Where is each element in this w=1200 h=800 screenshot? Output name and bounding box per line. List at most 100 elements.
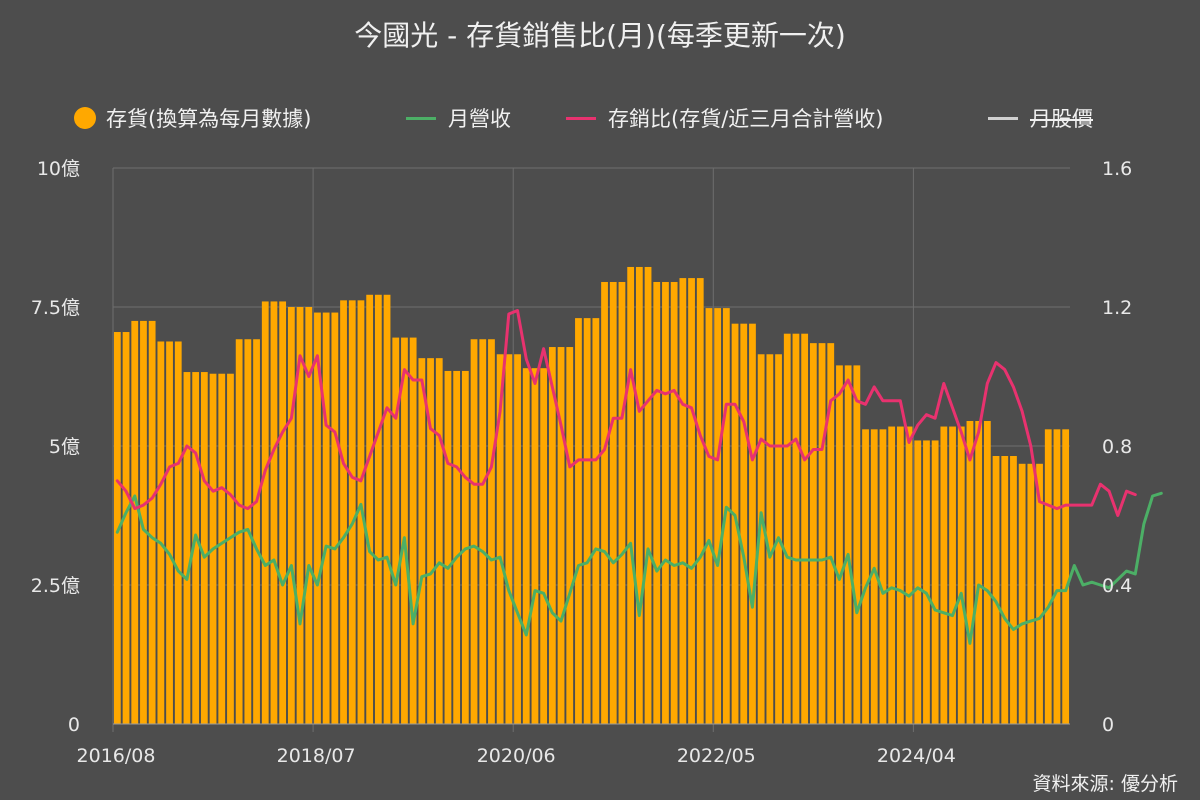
inventory-bar — [548, 347, 556, 724]
inventory-sales-ratio-line — [115, 309, 1137, 517]
y-right-tick-label: 0.8 — [1102, 436, 1132, 458]
inventory-bar — [957, 426, 965, 724]
inventory-bar — [1053, 429, 1061, 724]
inventory-bar — [183, 372, 191, 724]
legend-dot-icon — [74, 107, 96, 129]
x-tick-label: 2022/05 — [677, 745, 756, 767]
inventory-bar — [488, 339, 495, 724]
inventory-bar — [966, 420, 974, 724]
inventory-bar — [314, 312, 321, 724]
inventory-bar — [801, 333, 809, 724]
inventory-bar — [592, 318, 600, 724]
inventory-bar — [113, 332, 121, 724]
legend: 存貨(換算為每月數據) 月營收 存銷比(存貨/近三月合計營收) 月股價 — [0, 100, 1200, 140]
inventory-bar — [670, 281, 678, 724]
inventory-bar — [940, 426, 948, 724]
legend-line-icon — [988, 116, 1018, 120]
inventory-bar — [505, 354, 513, 724]
inventory-bar — [1062, 429, 1070, 724]
legend-item-ratio[interactable]: 存銷比(存貨/近三月合計營收) — [566, 100, 883, 136]
legend-line-icon — [566, 116, 596, 120]
inventory-bar — [522, 368, 530, 724]
inventory-bar — [714, 308, 722, 724]
inventory-bar — [992, 456, 1000, 724]
inventory-bar — [496, 354, 504, 724]
inventory-bar — [749, 323, 756, 724]
inventory-bar — [662, 281, 669, 724]
y-left-tick-label: 0 — [68, 714, 80, 736]
inventory-bar — [287, 307, 295, 724]
legend-line-icon — [406, 116, 436, 120]
y-left-tick-label: 7.5億 — [31, 297, 80, 319]
inventory-bar — [531, 368, 539, 724]
inventory-bar — [1010, 456, 1017, 724]
legend-item-inventory[interactable]: 存貨(換算為每月數據) — [74, 100, 311, 136]
inventory-bar — [740, 323, 748, 724]
inventory-bar — [192, 372, 200, 724]
y-right-tick-label: 0.4 — [1102, 575, 1132, 597]
inventory-bar — [218, 373, 226, 724]
inventory-bar — [157, 341, 165, 724]
inventory-bar — [818, 343, 826, 724]
inventory-bar — [844, 365, 852, 724]
inventory-bar — [174, 341, 182, 724]
legend-item-revenue[interactable]: 月營收 — [406, 100, 511, 136]
inventory-bar — [879, 429, 887, 724]
inventory-bar — [1027, 463, 1035, 724]
x-tick-label: 2016/08 — [77, 745, 156, 767]
inventory-bar — [792, 333, 800, 724]
inventory-bar — [540, 368, 548, 724]
inventory-bar — [627, 266, 635, 724]
inventory-bar — [140, 320, 147, 724]
inventory-bar — [757, 354, 765, 724]
inventory-bar — [166, 341, 173, 724]
inventory-bar — [261, 301, 269, 724]
y-left-tick-label: 5億 — [49, 436, 80, 458]
inventory-bar — [270, 301, 278, 724]
inventory-bar — [453, 370, 461, 724]
inventory-bar — [870, 429, 878, 724]
inventory-bar — [949, 426, 956, 724]
y-right-tick-label: 1.6 — [1102, 158, 1132, 180]
inventory-bar — [340, 300, 347, 724]
inventory-bar — [983, 420, 991, 724]
inventory-bar — [470, 339, 478, 724]
inventory-bar — [888, 426, 896, 724]
inventory-bar — [383, 294, 391, 724]
y-right-tick-label: 1.2 — [1102, 297, 1132, 319]
legend-label: 存貨(換算為每月數據) — [106, 107, 312, 131]
inventory-bar — [836, 365, 843, 724]
inventory-bar — [305, 307, 313, 724]
inventory-bar — [696, 278, 704, 724]
inventory-bar — [427, 358, 434, 724]
inventory-bar — [827, 343, 835, 724]
inventory-bar — [566, 347, 574, 724]
inventory-bar — [418, 358, 426, 724]
legend-label: 月股價 — [1030, 107, 1093, 131]
y-left-tick-label: 10億 — [37, 158, 80, 180]
y-right-tick-label: 0 — [1102, 714, 1114, 736]
inventory-bar — [688, 278, 695, 724]
inventory-bar — [122, 332, 130, 724]
inventory-bar — [374, 294, 382, 724]
source-credit: 資料來源: 優分析 — [1032, 773, 1178, 795]
inventory-bar — [479, 339, 487, 724]
inventory-bar — [896, 426, 904, 724]
legend-item-price[interactable]: 月股價 — [988, 100, 1093, 136]
legend-label: 存銷比(存貨/近三月合計營收) — [608, 107, 884, 131]
inventory-bar — [322, 312, 330, 724]
inventory-bar — [705, 308, 713, 724]
inventory-bar — [618, 281, 626, 724]
inventory-bar — [679, 278, 687, 724]
inventory-bar — [575, 318, 582, 724]
inventory-bar — [975, 420, 983, 724]
x-tick-label: 2020/06 — [477, 745, 556, 767]
inventory-bar — [348, 300, 356, 724]
inventory-bar — [766, 354, 774, 724]
inventory-bar — [392, 337, 400, 724]
inventory-bar — [923, 440, 930, 724]
inventory-bar — [131, 320, 139, 724]
x-tick-label: 2024/04 — [877, 745, 956, 767]
inventory-bar — [609, 281, 617, 724]
